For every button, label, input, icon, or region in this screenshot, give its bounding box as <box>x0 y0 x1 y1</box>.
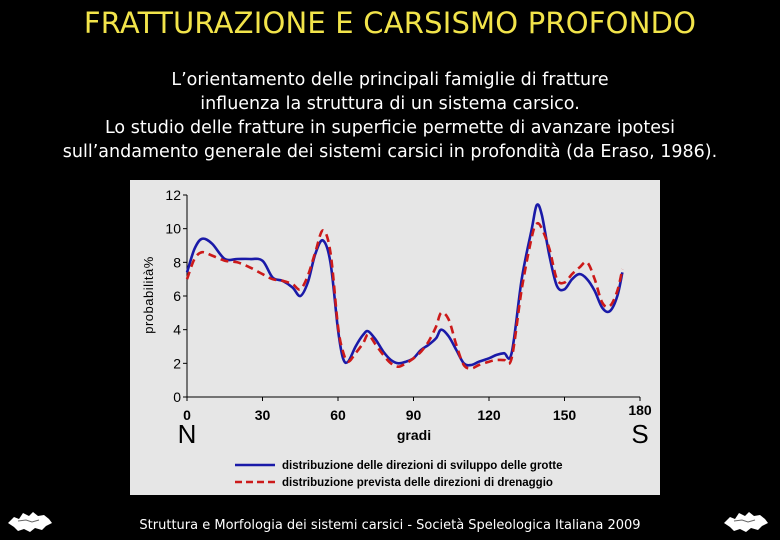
y-tick-label: 8 <box>173 254 181 270</box>
x-tick-label: 0 <box>183 407 191 423</box>
society-logo-right-icon <box>724 512 768 532</box>
x-tick-label: 120 <box>477 407 501 423</box>
y-tick-label: 4 <box>173 322 181 338</box>
x-start-label-north: N <box>178 419 197 449</box>
description-line-4: sull’andamento generale dei sistemi cars… <box>62 142 718 162</box>
y-tick-label: 10 <box>165 221 181 237</box>
y-tick-label: 12 <box>165 187 181 203</box>
slide-description: L’orientamento delle principali famiglie… <box>0 68 780 164</box>
legend-label-caves: distribuzione delle direzioni di svilupp… <box>282 460 563 472</box>
y-axis-label: probabilità% <box>141 256 156 334</box>
x-tick-label: 150 <box>553 407 577 423</box>
x-tick-label: 30 <box>255 407 271 423</box>
description-line-1: L’orientamento delle principali famiglie… <box>171 70 609 90</box>
slide-footer: Struttura e Morfologia dei sistemi carsi… <box>139 518 641 533</box>
y-tick-label: 6 <box>173 288 181 304</box>
chart-legend: distribuzione delle direzioni di svilupp… <box>235 460 563 489</box>
series-line-caves <box>185 203 624 367</box>
legend-label-drainage: distribuzione prevista delle direzioni d… <box>282 477 553 489</box>
x-tick-label: 180 <box>628 402 652 418</box>
society-logo-left-icon <box>8 512 52 532</box>
chart-panel: 0 2 4 6 8 10 12 0 30 60 90 120 150 180 probabilità% g… <box>130 180 660 495</box>
x-end-label-south: S <box>631 419 648 449</box>
description-line-3: Lo studio delle fratture in superficie p… <box>104 118 675 138</box>
y-tick-label: 2 <box>173 355 181 371</box>
description-line-2: influenza la struttura di un sistema car… <box>200 94 580 114</box>
x-axis-label: gradi <box>397 427 431 443</box>
slide-title: FRATTURAZIONE E CARSISMO PROFONDO <box>83 6 697 40</box>
x-tick-label: 60 <box>330 407 346 423</box>
y-tick-label: 0 <box>173 389 181 405</box>
x-tick-label: 90 <box>406 407 422 423</box>
series-line-drainage <box>185 221 624 370</box>
